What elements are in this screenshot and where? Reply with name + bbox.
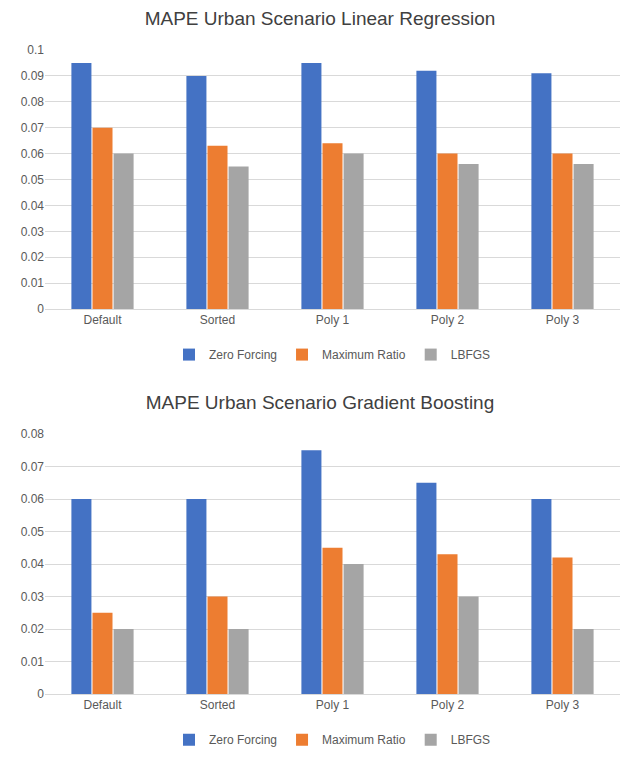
svg-text:LBFGS: LBFGS [451,733,490,747]
svg-text:0.01: 0.01 [21,655,45,669]
svg-text:Default: Default [83,313,122,327]
svg-text:Poly 3: Poly 3 [546,313,580,327]
svg-text:0.03: 0.03 [21,225,45,239]
svg-text:0: 0 [37,687,44,701]
svg-text:0.01: 0.01 [21,276,45,290]
svg-text:0.1: 0.1 [27,43,44,57]
svg-text:Zero Forcing: Zero Forcing [209,733,277,747]
svg-text:Sorted: Sorted [200,698,235,712]
svg-text:Sorted: Sorted [200,313,235,327]
svg-text:0.04: 0.04 [21,557,45,571]
svg-text:0.07: 0.07 [21,460,45,474]
svg-text:Default: Default [83,698,122,712]
svg-text:0.05: 0.05 [21,173,45,187]
svg-text:Poly 2: Poly 2 [431,698,465,712]
svg-text:Poly 3: Poly 3 [546,698,580,712]
svg-text:Zero Forcing: Zero Forcing [209,348,277,362]
svg-text:0.06: 0.06 [21,492,45,506]
svg-text:0.08: 0.08 [21,427,45,441]
svg-text:0: 0 [37,302,44,316]
svg-text:Maximum Ratio: Maximum Ratio [322,348,406,362]
svg-text:0.03: 0.03 [21,590,45,604]
svg-text:0.02: 0.02 [21,622,45,636]
svg-text:MAPE Urban Scenario Gradient B: MAPE Urban Scenario Gradient Boosting [146,392,495,413]
svg-text:0.09: 0.09 [21,69,45,83]
svg-text:0.07: 0.07 [21,121,45,135]
svg-text:LBFGS: LBFGS [451,348,490,362]
svg-text:Maximum Ratio: Maximum Ratio [322,733,406,747]
svg-text:MAPE Urban Scenario Linear Reg: MAPE Urban Scenario Linear Regression [145,8,496,29]
svg-text:Poly 2: Poly 2 [431,313,465,327]
svg-text:Poly 1: Poly 1 [316,698,350,712]
svg-text:0.04: 0.04 [21,199,45,213]
svg-text:0.08: 0.08 [21,95,45,109]
svg-text:0.06: 0.06 [21,147,45,161]
svg-text:0.02: 0.02 [21,250,45,264]
svg-text:0.05: 0.05 [21,525,45,539]
svg-text:Poly 1: Poly 1 [316,313,350,327]
